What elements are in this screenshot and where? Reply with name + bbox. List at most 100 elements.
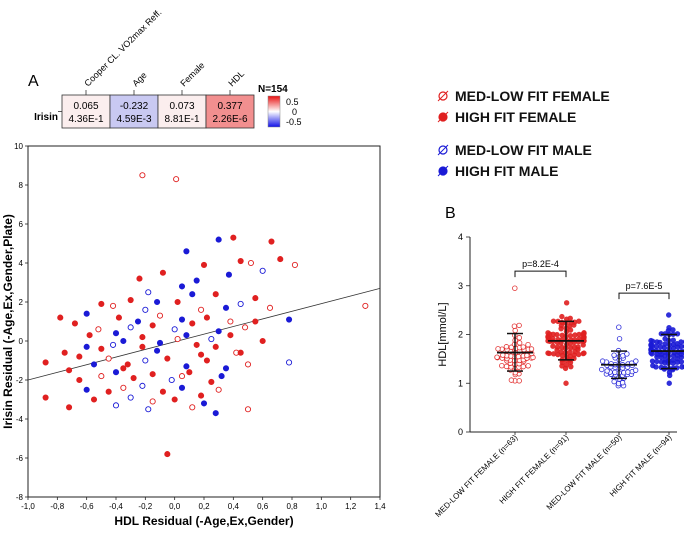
group-data-point — [551, 344, 556, 349]
y-tick-label: -8 — [16, 493, 24, 502]
group-data-point — [560, 314, 565, 319]
data-point — [278, 257, 283, 262]
data-point — [143, 307, 148, 312]
data-point — [113, 403, 118, 408]
group-data-point — [546, 351, 551, 356]
data-point — [216, 329, 221, 334]
data-point — [165, 452, 170, 457]
group-data-point — [626, 370, 631, 375]
group-data-point — [667, 325, 672, 330]
group-data-point — [525, 353, 530, 358]
data-point — [99, 301, 104, 306]
group-data-point — [551, 319, 556, 324]
x-tick-label: 1,0 — [316, 502, 328, 511]
heatmap-p-value: 2.26E-6 — [212, 114, 247, 125]
y-tick-label: 4 — [458, 232, 463, 242]
heatmap-col-label: Age — [130, 70, 148, 88]
scale-tick-high: 0.5 — [286, 97, 299, 107]
data-point — [160, 270, 165, 275]
x-tick-label: -0,8 — [50, 502, 64, 511]
group-data-point — [500, 363, 505, 368]
data-point — [184, 249, 189, 254]
legend-label: MED-LOW FIT FEMALE — [455, 88, 610, 104]
data-point — [150, 372, 155, 377]
data-point — [77, 354, 82, 359]
data-point — [198, 393, 203, 398]
group-data-point — [679, 360, 684, 365]
data-point — [91, 397, 96, 402]
data-point — [179, 284, 184, 289]
data-point — [190, 405, 195, 410]
x-axis-label: HDL Residual (-Age,Ex,Gender) — [114, 514, 293, 528]
group-data-point — [517, 379, 522, 384]
data-point — [226, 272, 231, 277]
data-point — [253, 296, 258, 301]
data-point — [77, 377, 82, 382]
group-data-point — [555, 345, 560, 350]
data-point — [135, 319, 140, 324]
data-point — [96, 327, 101, 332]
data-point — [253, 319, 258, 324]
data-point — [121, 385, 126, 390]
data-point — [216, 237, 221, 242]
legend-label: HIGH FIT FEMALE — [455, 109, 576, 125]
group-data-point — [649, 338, 654, 343]
x-tick-label: -0,4 — [109, 502, 123, 511]
data-point — [146, 290, 151, 295]
data-point — [260, 338, 265, 343]
data-point — [110, 342, 115, 347]
data-point — [160, 389, 165, 394]
data-point — [128, 325, 133, 330]
data-point — [245, 362, 250, 367]
data-point — [72, 321, 77, 326]
data-point — [267, 305, 272, 310]
group-data-point — [564, 301, 569, 306]
group-data-point — [600, 359, 605, 364]
group-data-point — [655, 359, 660, 364]
group-data-point — [666, 313, 671, 318]
group-data-point — [617, 325, 622, 330]
y-tick-label: 3 — [458, 281, 463, 291]
data-point — [157, 313, 162, 318]
data-point — [204, 315, 209, 320]
data-point — [140, 335, 145, 340]
data-point — [113, 370, 118, 375]
group-data-point — [667, 381, 672, 386]
data-point — [175, 299, 180, 304]
group-data-point — [582, 330, 587, 335]
data-point — [43, 360, 48, 365]
data-point — [238, 258, 243, 263]
group-data-point — [671, 358, 676, 363]
y-tick-label: 2 — [19, 298, 24, 307]
data-point — [223, 305, 228, 310]
data-point — [201, 401, 206, 406]
x-tick-label: -0,6 — [80, 502, 94, 511]
group-data-point — [679, 340, 684, 345]
heatmap-row-label: Irisin — [34, 112, 58, 123]
color-scale-bar — [268, 96, 280, 127]
data-point — [62, 350, 67, 355]
x-tick-label: -1,0 — [21, 502, 35, 511]
data-point — [169, 377, 174, 382]
heatmap-col-label: Cooper CL. VO2max Reff. — [82, 7, 163, 88]
group-data-point — [521, 364, 526, 369]
group-data-point — [675, 366, 680, 371]
data-point — [231, 235, 236, 240]
scatter-frame — [28, 146, 380, 497]
group-data-point — [496, 347, 501, 352]
data-point — [194, 278, 199, 283]
category-label: MED-LOW FIT FEMALE (n=63) — [433, 433, 519, 519]
group-data-point — [582, 351, 587, 356]
data-point — [184, 364, 189, 369]
data-point — [179, 374, 184, 379]
group-data-point — [521, 345, 526, 350]
group-data-point — [650, 363, 655, 368]
legend-label: MED-LOW FIT MALE — [455, 142, 592, 158]
group-data-point — [634, 359, 639, 364]
data-point — [157, 340, 162, 345]
group-data-point — [577, 319, 582, 324]
y-axis-label: HDL[mmol/L] — [437, 302, 449, 366]
data-point — [154, 348, 159, 353]
